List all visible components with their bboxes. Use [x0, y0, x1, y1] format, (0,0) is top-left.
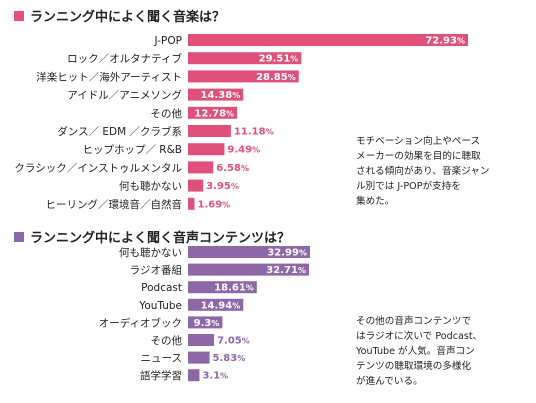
- bar: [188, 70, 299, 83]
- bar: [188, 179, 204, 192]
- bar: [188, 246, 310, 258]
- pink-square-icon: [14, 10, 24, 21]
- audio-chart-title: ランニング中によく聞く音声コンテンツは？: [30, 231, 291, 246]
- category-label: ダンス／ EDM ／クラブ系: [57, 125, 182, 138]
- category-label: オーディオブック: [99, 316, 182, 329]
- value-label: 29.51%: [259, 54, 299, 65]
- bar: [188, 197, 195, 210]
- music-section-title: ランニング中によく聞く音楽は？: [14, 6, 225, 25]
- category-label: ニュース: [141, 353, 182, 365]
- category-label: 語学学習: [140, 369, 182, 382]
- bar: [188, 263, 309, 276]
- music-chart-title: ランニング中によく聞く音楽は？: [30, 10, 226, 25]
- value-label: 9.49%: [227, 145, 260, 156]
- category-label: ヒーリング／環境音／自然音: [46, 198, 183, 211]
- value-label: 3.95%: [206, 181, 239, 192]
- bar: [188, 298, 244, 311]
- value-label: 6.58%: [216, 163, 249, 174]
- audio-note: その他の音声コンテンツで はラジオに次いで Podcast、 YouTube が…: [356, 316, 483, 387]
- value-label: 28.85%: [256, 72, 296, 83]
- value-label: 14.38%: [201, 90, 241, 101]
- category-label: その他: [151, 334, 183, 347]
- bar: [188, 34, 468, 46]
- music-note: モチベーション向上やペース メーカーの効果を目的に聴取 される傾向があり、音楽ジ…: [356, 136, 490, 207]
- bar: [188, 125, 231, 137]
- bar: [188, 351, 210, 364]
- category-label: 何も聴かない: [119, 246, 182, 259]
- value-label: 7.05%: [217, 336, 250, 347]
- value-label: 32.99%: [267, 248, 307, 259]
- bar: [188, 143, 225, 156]
- category-label: J-POP: [154, 35, 182, 47]
- value-label: 9.3%: [194, 318, 220, 329]
- bar: [188, 88, 244, 101]
- category-label: クラシック／インストゥルメンタル: [14, 162, 182, 174]
- value-label: 18.61%: [214, 283, 254, 294]
- category-label: アイドル／アニメソング: [67, 89, 182, 102]
- value-label: 14.94%: [201, 300, 241, 311]
- value-label: 1.69%: [197, 199, 230, 210]
- value-label: 11.18%: [234, 127, 274, 138]
- bar: [188, 106, 238, 119]
- category-label: 洋楽ヒット／海外アーティスト: [36, 70, 182, 83]
- category-label: ラジオ番組: [130, 264, 183, 277]
- category-label: ロック／オルタナティブ: [67, 52, 182, 65]
- bar: [188, 281, 257, 294]
- category-label: 何も聴かない: [119, 180, 182, 193]
- bar: [188, 161, 214, 174]
- value-label: 12.78%: [194, 108, 234, 119]
- value-label: 32.71%: [266, 265, 306, 276]
- bar: [188, 369, 200, 382]
- bar: [188, 316, 223, 329]
- value-label: 3.1%: [202, 371, 228, 382]
- purple-square-icon: [14, 231, 24, 242]
- category-label: YouTube: [138, 300, 182, 312]
- category-label: その他: [151, 107, 183, 120]
- value-label: 72.93%: [425, 36, 465, 47]
- category-label: ヒップホップ／ R&B: [82, 144, 182, 156]
- category-label: Podcast: [141, 282, 182, 294]
- bar: [188, 334, 215, 346]
- bar: [188, 52, 302, 65]
- audio-section-title: ランニング中によく聞く音声コンテンツは？: [14, 227, 290, 246]
- value-label: 5.83%: [213, 353, 246, 364]
